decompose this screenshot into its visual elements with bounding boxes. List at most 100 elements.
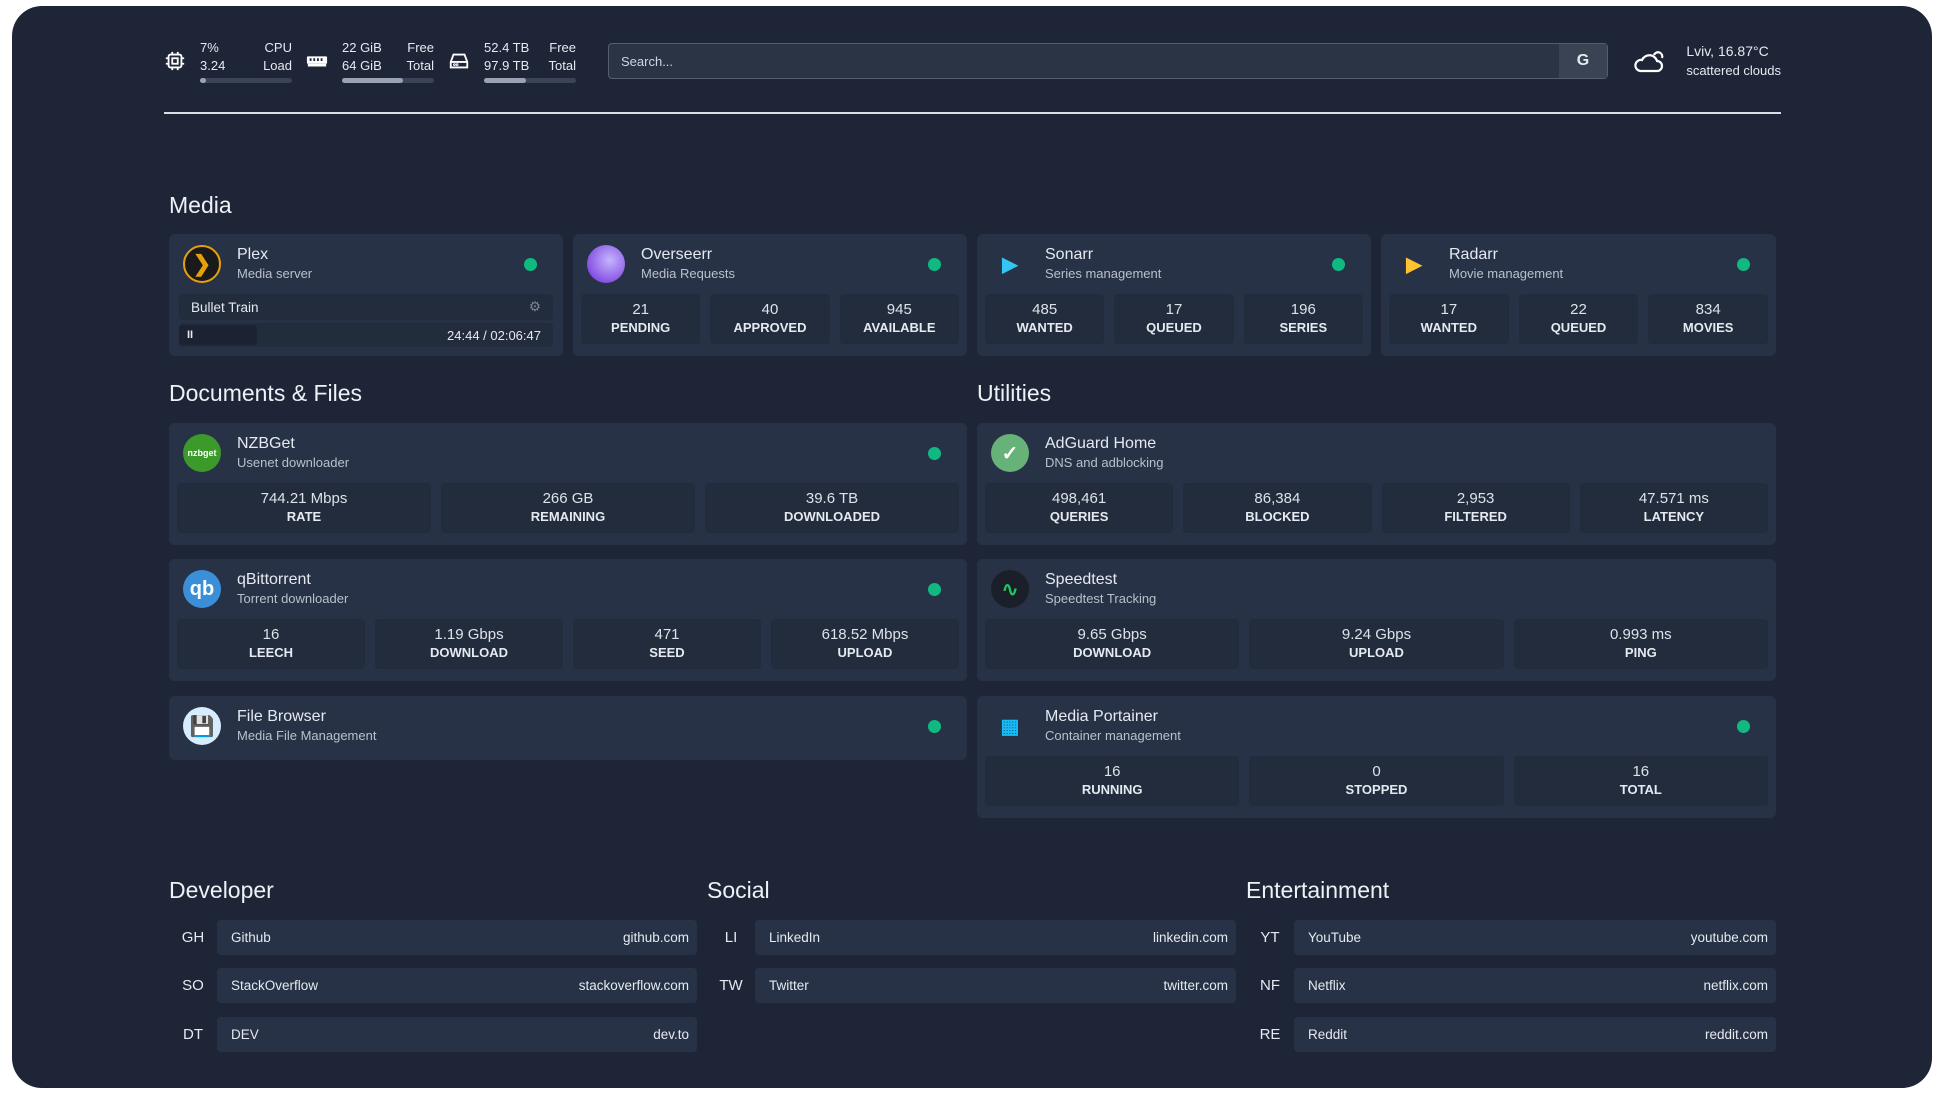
bookmark-url: stackoverflow.com	[578, 978, 689, 993]
stats-row: 16 RUNNING 0 STOPPED 16 TOTAL	[977, 756, 1776, 806]
stat-movies: 834 MOVIES	[1648, 294, 1769, 344]
gear-icon[interactable]: ⚙	[528, 299, 541, 314]
bookmark-link[interactable]: YouTube youtube.com	[1294, 920, 1776, 955]
stat-label: UPLOAD	[1349, 645, 1404, 660]
service-card-radarr[interactable]: ▶ Radarr Movie management 17 WANTED 22 QUEUE…	[1381, 234, 1776, 356]
cpu-label: CPU	[264, 40, 292, 55]
bookmark-reddit[interactable]: RE Reddit reddit.com	[1246, 1017, 1776, 1052]
stats-row: 744.21 Mbps RATE 266 GB REMAINING 39.6 TB DOW…	[169, 483, 967, 533]
service-description: Usenet downloader	[237, 455, 350, 470]
stat-value: 196	[1290, 301, 1316, 318]
section-title-docs: Documents & Files	[169, 380, 363, 406]
stat-label: LEECH	[248, 645, 294, 660]
total-label: Total	[406, 58, 434, 73]
service-name: AdGuard Home	[1045, 435, 1157, 452]
stats-row: 17 WANTED 22 QUEUED 834 MOVIES	[1381, 294, 1776, 344]
cpu-bar	[200, 78, 292, 83]
bookmark-abbr: LI	[724, 929, 738, 946]
bookmark-url: twitter.com	[1163, 978, 1228, 993]
stat-download: 1.19 Gbps DOWNLOAD	[375, 619, 563, 669]
search-input[interactable]	[609, 53, 1559, 69]
status-dot	[1737, 719, 1750, 733]
service-card-overseerr[interactable]: Overseerr Media Requests 21 PENDING 40 APPRO…	[573, 234, 967, 356]
bookmark-youtube[interactable]: YT YouTube youtube.com	[1246, 920, 1776, 955]
stat-label: STOPPED	[1345, 782, 1408, 797]
stat-upload: 618.52 Mbps UPLOAD	[771, 619, 959, 669]
bookmark-link[interactable]: LinkedIn linkedin.com	[755, 920, 1236, 955]
bookmark-abbr: GH	[181, 929, 205, 946]
bookmark-url: reddit.com	[1704, 1027, 1768, 1042]
bookmark-link[interactable]: Twitter twitter.com	[755, 968, 1236, 1003]
bookmark-name: Github	[231, 930, 271, 945]
service-card-filebrowser[interactable]: 💾 File Browser Media File Management	[169, 696, 967, 760]
memory-widget: 22 GiB Free 64 GiB Total	[306, 39, 434, 83]
adguard-icon: ✓	[991, 434, 1029, 472]
disk-bar	[484, 78, 576, 83]
stat-seed: 471 SEED	[573, 619, 761, 669]
service-description: Series management	[1045, 266, 1162, 281]
stat-label: APPROVED	[733, 320, 807, 335]
cpu-widget: 7% CPU 3.24 Load	[164, 39, 292, 83]
stat-value: 485	[1032, 301, 1058, 318]
bookmark-link[interactable]: Netflix netflix.com	[1294, 968, 1776, 1003]
service-name: Radarr	[1449, 246, 1498, 263]
disk-total: 97.9 TB	[484, 58, 530, 73]
search-box: G	[608, 43, 1608, 79]
bookmark-link[interactable]: Reddit reddit.com	[1294, 1017, 1776, 1052]
stat-series: 196 SERIES	[1243, 294, 1363, 344]
stat-approved: 40 APPROVED	[710, 294, 830, 344]
service-card-speedtest[interactable]: ∿ Speedtest Speedtest Tracking 9.65 Gbps D…	[977, 559, 1776, 681]
stat-label: RATE	[286, 509, 322, 524]
service-card-qbittorrent[interactable]: qb qBittorrent Torrent downloader 16 LEECH…	[169, 559, 967, 681]
bookmark-github[interactable]: GH Github github.com	[169, 920, 697, 955]
free-label: Free	[407, 40, 434, 55]
status-dot	[928, 719, 941, 733]
service-name: Sonarr	[1045, 246, 1094, 263]
cloud-icon	[1634, 51, 1664, 73]
service-description: Torrent downloader	[237, 591, 349, 606]
stat-label: DOWNLOAD	[430, 645, 508, 660]
search-provider-button[interactable]: G	[1559, 44, 1607, 78]
bookmark-name: Reddit	[1308, 1027, 1348, 1042]
speedtest-icon: ∿	[991, 570, 1029, 608]
stat-value: 2,953	[1456, 490, 1495, 507]
stat-value: 618.52 Mbps	[821, 626, 909, 643]
disk-free: 52.4 TB	[484, 40, 530, 55]
stat-label: QUERIES	[1049, 509, 1109, 524]
stat-total: 16 TOTAL	[1513, 756, 1768, 806]
service-name: Plex	[237, 246, 269, 263]
service-description: Media Requests	[641, 266, 735, 281]
bookmark-twitter[interactable]: TW Twitter twitter.com	[707, 968, 1236, 1003]
stat-label: UPLOAD	[837, 645, 893, 660]
service-card-plex[interactable]: ❯ Plex Media server Bullet Train ⚙ II 24:44…	[169, 234, 563, 356]
filebrowser-icon: 💾	[183, 707, 221, 745]
bookmark-link[interactable]: DEV dev.to	[217, 1017, 697, 1052]
stat-pending: 21 PENDING	[581, 294, 701, 344]
bookmark-dev[interactable]: DT DEV dev.to	[169, 1017, 697, 1052]
stat-value: 22	[1570, 301, 1587, 318]
stat-value: 16	[1103, 763, 1121, 780]
free-label: Free	[549, 40, 576, 55]
stat-value: 1.19 Gbps	[434, 626, 504, 643]
bookmark-abbr: SO	[182, 977, 204, 994]
bookmark-link[interactable]: StackOverflow stackoverflow.com	[217, 968, 697, 1003]
service-card-adguard[interactable]: ✓ AdGuard Home DNS and adblocking 498,461…	[977, 423, 1776, 545]
bookmark-linkedin[interactable]: LI LinkedIn linkedin.com	[707, 920, 1236, 955]
service-card-portainer[interactable]: ▦ Media Portainer Container management 16…	[977, 696, 1776, 818]
stat-downloaded: 39.6 TB DOWNLOADED	[705, 483, 959, 533]
memory-total: 64 GiB	[342, 58, 382, 73]
service-card-sonarr[interactable]: ▶ Sonarr Series management 485 WANTED 17 QUE…	[977, 234, 1371, 356]
bookmark-abbr: NF	[1260, 977, 1280, 994]
stat-value: 498,461	[1052, 490, 1107, 507]
now-playing-title: Bullet Train	[191, 299, 259, 315]
bookmark-stackoverflow[interactable]: SO StackOverflow stackoverflow.com	[169, 968, 697, 1003]
stat-value: 0	[1372, 763, 1381, 780]
pause-button[interactable]: II	[179, 325, 257, 345]
status-dot	[928, 582, 941, 596]
status-dot	[1737, 257, 1750, 271]
bookmark-abbr: RE	[1259, 1026, 1281, 1043]
bookmark-link[interactable]: Github github.com	[217, 920, 697, 955]
service-name: NZBGet	[237, 435, 295, 452]
bookmark-netflix[interactable]: NF Netflix netflix.com	[1246, 968, 1776, 1003]
service-card-nzbget[interactable]: nzbget NZBGet Usenet downloader 744.21 Mb…	[169, 423, 967, 545]
